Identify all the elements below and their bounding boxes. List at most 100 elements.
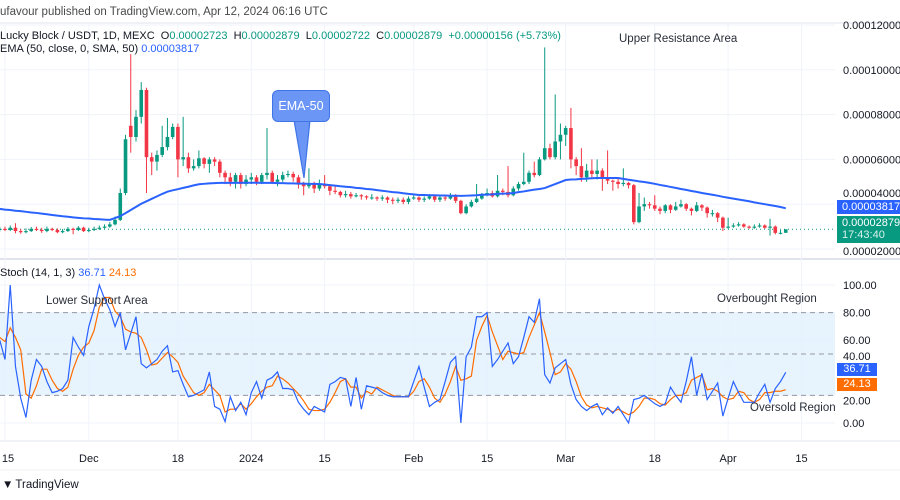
candle[interactable] [563,125,568,146]
candle[interactable] [432,195,437,202]
candle[interactable] [783,229,788,233]
candle[interactable] [207,157,212,173]
candle[interactable] [443,196,447,201]
candle[interactable] [13,223,18,234]
candle[interactable] [265,128,269,180]
candle[interactable] [218,159,222,178]
candle[interactable] [0,226,2,232]
candle[interactable] [689,207,694,216]
candle[interactable] [705,206,709,218]
candle[interactable] [317,179,322,191]
candle[interactable] [191,159,196,171]
candle[interactable] [39,227,44,233]
candle[interactable] [186,152,191,173]
candle[interactable] [579,148,584,182]
candle[interactable] [679,199,683,208]
candle[interactable] [710,209,715,217]
candle[interactable] [668,204,673,214]
candle[interactable] [45,226,49,233]
candle[interactable] [632,184,636,225]
symbol-name[interactable]: Lucky Block / USDT, 1D, MEXC [0,30,155,42]
candle[interactable] [469,199,474,208]
candle[interactable] [354,193,358,198]
candle[interactable] [343,190,348,198]
candle[interactable] [590,159,594,178]
candle[interactable] [71,227,75,235]
candle[interactable] [773,225,778,235]
candle[interactable] [611,179,615,191]
candle[interactable] [459,199,463,215]
candle[interactable] [375,196,379,201]
candle[interactable] [280,171,285,182]
candle[interactable] [81,226,86,232]
candle[interactable] [76,226,81,232]
candle[interactable] [390,197,395,205]
candle[interactable] [684,203,688,211]
candle[interactable] [176,123,180,178]
candle[interactable] [747,225,751,229]
candle[interactable] [757,223,762,228]
candle[interactable] [605,150,610,185]
candle[interactable] [637,193,641,224]
candle[interactable] [763,224,767,229]
candle[interactable] [18,228,23,234]
candle[interactable] [511,186,516,197]
candle[interactable] [349,191,353,199]
candle[interactable] [411,195,416,200]
candle[interactable] [516,181,521,191]
candle[interactable] [401,197,406,205]
candle[interactable] [574,157,578,176]
candle[interactable] [144,87,149,193]
candle[interactable] [128,54,133,153]
candle[interactable] [291,171,295,182]
candle[interactable] [736,222,741,227]
candle[interactable] [239,172,243,189]
candle[interactable] [34,226,39,232]
candle[interactable] [422,196,426,202]
stoch-k-line[interactable] [0,282,787,425]
candle[interactable] [97,225,102,230]
oversold-annotation[interactable]: Oversold Region [750,402,836,414]
candle[interactable] [233,172,238,189]
candle[interactable] [663,204,668,214]
candle[interactable] [647,201,652,209]
candle[interactable] [417,196,421,202]
candle[interactable] [134,110,138,142]
candle[interactable] [406,196,411,205]
candle[interactable] [658,206,662,215]
candle[interactable] [694,201,699,213]
candle[interactable] [149,152,154,176]
candle[interactable] [181,116,185,167]
candle[interactable] [537,157,542,177]
candle[interactable] [307,168,311,189]
ema-callout[interactable]: EMA-50 [272,90,330,122]
candle[interactable] [600,168,605,191]
candle[interactable] [595,159,599,180]
candle[interactable] [542,47,547,161]
candle[interactable] [464,204,468,215]
candle[interactable] [24,228,28,234]
candle[interactable] [721,216,725,232]
candle[interactable] [726,217,730,229]
candle[interactable] [553,94,557,160]
candle[interactable] [66,227,70,232]
candle[interactable] [731,223,736,228]
candle[interactable] [286,170,290,178]
candle[interactable] [338,190,343,198]
candle[interactable] [123,134,128,196]
candle[interactable] [642,197,647,211]
candle[interactable] [322,175,327,189]
candle[interactable] [673,201,678,211]
candle[interactable] [380,195,385,201]
candle[interactable] [527,170,531,185]
overbought-annotation[interactable]: Overbought Region [717,293,817,305]
candle[interactable] [87,227,91,233]
candle[interactable] [474,184,479,204]
candle[interactable] [521,152,526,186]
candle[interactable] [778,229,783,235]
ema-50-line[interactable] [0,176,787,221]
lower-support-annotation[interactable]: Lower Support Area [46,295,148,307]
candle[interactable] [616,177,620,189]
candle[interactable] [102,224,107,229]
candle[interactable] [3,226,7,232]
